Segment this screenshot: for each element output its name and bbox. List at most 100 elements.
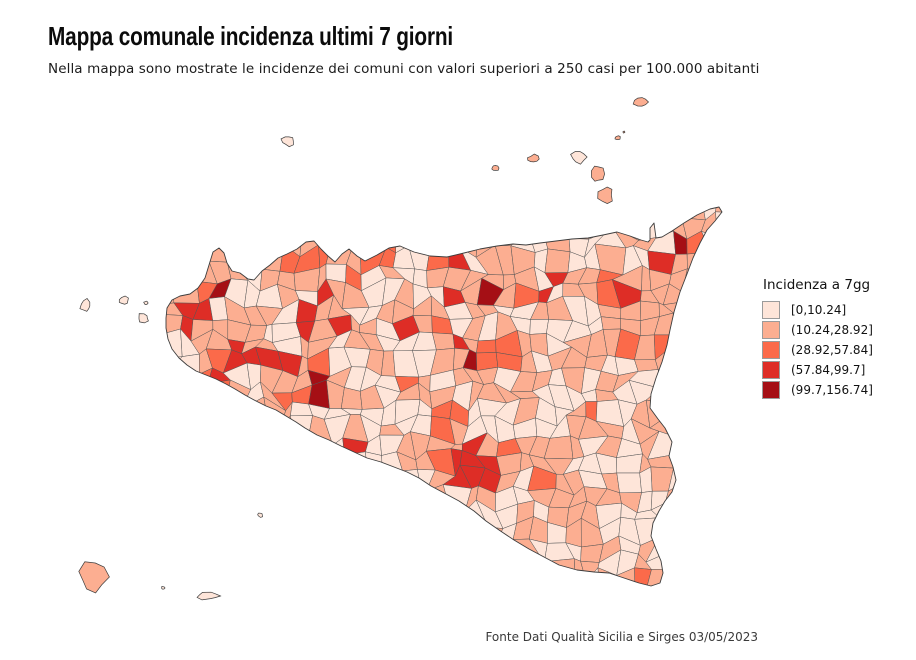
municipality-cell bbox=[367, 540, 387, 553]
municipality-cell bbox=[495, 207, 515, 223]
municipality-cell bbox=[578, 584, 603, 586]
municipality-cell bbox=[204, 207, 231, 217]
municipality-cell bbox=[634, 567, 652, 586]
municipality-cell bbox=[212, 524, 233, 544]
municipality-cell bbox=[175, 218, 194, 240]
municipality-cell bbox=[714, 541, 722, 561]
municipality-cell bbox=[703, 390, 720, 410]
municipality-cell bbox=[477, 207, 507, 223]
municipality-cell bbox=[393, 209, 420, 240]
municipality-cell bbox=[360, 590, 383, 611]
municipality-cell bbox=[614, 596, 639, 614]
municipality-cell bbox=[425, 554, 451, 578]
municipality-cell bbox=[351, 234, 363, 246]
municipality-cell bbox=[682, 449, 709, 478]
municipality-cell bbox=[330, 589, 352, 614]
municipality-cell bbox=[188, 244, 210, 273]
municipality-cell bbox=[409, 207, 431, 221]
municipality-cell bbox=[705, 245, 722, 271]
municipality-cell bbox=[697, 504, 722, 531]
municipality-cell bbox=[267, 419, 281, 445]
municipality-cell bbox=[698, 537, 722, 559]
municipality-cell bbox=[361, 567, 383, 586]
municipality-cell bbox=[514, 210, 538, 237]
municipality-cell bbox=[170, 571, 200, 586]
municipality-cell bbox=[376, 207, 396, 222]
municipality-cell bbox=[714, 262, 722, 290]
municipality-cell bbox=[672, 312, 687, 338]
legend-label: (28.92,57.84] bbox=[791, 343, 873, 357]
municipality-cell bbox=[310, 592, 330, 612]
municipality-cell bbox=[166, 433, 182, 457]
municipality-cell bbox=[683, 468, 706, 488]
municipality-cell bbox=[204, 212, 230, 238]
municipality-cell bbox=[186, 551, 208, 580]
municipality-cell bbox=[657, 207, 675, 224]
municipality-cell bbox=[682, 316, 711, 338]
municipality-cell bbox=[255, 520, 276, 545]
municipality-cell bbox=[171, 475, 197, 490]
municipality-cell bbox=[174, 433, 192, 453]
municipality-cell bbox=[568, 216, 590, 240]
municipality-cell bbox=[679, 379, 710, 410]
municipality-cell bbox=[255, 490, 285, 501]
municipality-cell bbox=[327, 448, 346, 472]
municipality-cell bbox=[657, 369, 675, 390]
municipality-cell bbox=[188, 520, 214, 544]
municipality-cell bbox=[498, 584, 517, 586]
municipality-cell bbox=[239, 584, 261, 586]
municipality-cell bbox=[376, 539, 396, 562]
municipality-cell bbox=[181, 551, 193, 580]
municipality-cell bbox=[344, 468, 368, 492]
municipality-cell bbox=[408, 534, 434, 555]
municipality-cell bbox=[292, 519, 317, 546]
municipality-cell bbox=[176, 239, 194, 252]
municipality-cell bbox=[705, 269, 719, 291]
island bbox=[632, 97, 650, 107]
municipality-cell bbox=[701, 468, 722, 488]
municipality-cell bbox=[175, 499, 197, 529]
municipality-cell bbox=[612, 207, 640, 223]
legend-item: (28.92,57.84] bbox=[762, 341, 914, 359]
municipality-cell bbox=[561, 207, 589, 220]
municipality-cell bbox=[350, 545, 368, 558]
municipality-cell bbox=[271, 211, 303, 241]
municipality-cell bbox=[196, 489, 216, 510]
legend-item: [0,10.24] bbox=[762, 301, 914, 319]
map-legend: Incidenza a 7gg [0,10.24] (10.24,28.92] (2… bbox=[762, 277, 914, 401]
municipality-cell bbox=[548, 585, 573, 586]
municipality-cell bbox=[224, 459, 247, 479]
municipality-cell bbox=[378, 499, 399, 521]
municipality-cell bbox=[361, 550, 387, 570]
municipality-cell bbox=[682, 334, 711, 360]
municipality-cell bbox=[258, 235, 285, 253]
municipality-cell bbox=[238, 207, 263, 221]
legend-swatch bbox=[762, 361, 780, 379]
municipality-cell bbox=[282, 469, 303, 493]
municipality-cell bbox=[265, 451, 284, 472]
municipality-cell bbox=[273, 415, 296, 445]
municipality-cell bbox=[166, 571, 184, 586]
municipality-cell bbox=[275, 519, 304, 545]
municipality-cell bbox=[265, 557, 276, 573]
municipality-cell bbox=[275, 567, 297, 586]
island bbox=[138, 313, 149, 324]
municipality-cell bbox=[166, 328, 183, 361]
municipality-cell bbox=[256, 584, 285, 586]
municipality-cell bbox=[425, 534, 451, 565]
municipality-cell bbox=[166, 379, 173, 412]
municipality-cell bbox=[375, 491, 404, 505]
municipality-cell bbox=[682, 290, 711, 302]
municipality-cell bbox=[570, 584, 580, 586]
municipality-cell bbox=[448, 232, 465, 252]
municipality-cell bbox=[307, 468, 333, 487]
legend-swatch bbox=[762, 321, 780, 339]
municipality-cell bbox=[365, 516, 381, 546]
municipality-cell bbox=[662, 207, 692, 224]
municipality-cell bbox=[391, 501, 422, 522]
municipality-cell bbox=[668, 400, 693, 428]
municipality-cell bbox=[705, 449, 722, 471]
municipality-cell bbox=[683, 537, 705, 563]
municipality-cell bbox=[325, 519, 352, 547]
municipality-cell bbox=[414, 585, 436, 586]
